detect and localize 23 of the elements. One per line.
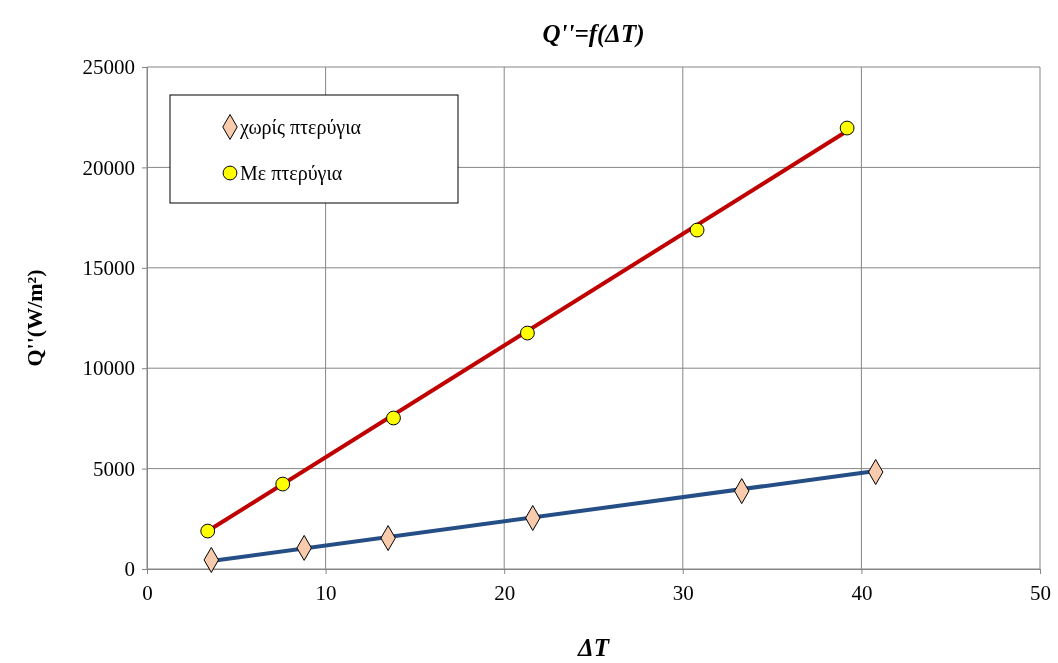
y-tick-label: 20000: [82, 155, 135, 180]
point: [689, 222, 705, 238]
y-tick-label: 15000: [82, 256, 135, 281]
x-tick-label: 20: [494, 581, 516, 606]
legend-label: Με πτερύγια: [240, 162, 343, 185]
x-axis-title: ΔT: [577, 634, 611, 661]
x-tick-label: 0: [142, 581, 153, 606]
x-tick-label: 40: [851, 581, 873, 606]
legend-label: χωρίς πτερύγια: [239, 116, 362, 139]
point: [520, 325, 535, 341]
point: [275, 476, 291, 492]
y-tick-label: 25000: [82, 55, 135, 80]
y-tick-label: 10000: [82, 356, 135, 381]
point: [839, 120, 855, 136]
y-axis-title: Q''(W/m²): [22, 269, 47, 367]
point: [200, 523, 216, 539]
x-tick-label: 30: [672, 581, 694, 606]
x-tick-label: 50: [1030, 581, 1051, 606]
x-tick-label: 10: [315, 581, 337, 606]
y-tick-label: 5000: [93, 456, 135, 481]
y-tick-label: 0: [124, 557, 135, 582]
point: [386, 410, 401, 426]
chart-title: Q''=f(ΔT): [542, 20, 645, 48]
